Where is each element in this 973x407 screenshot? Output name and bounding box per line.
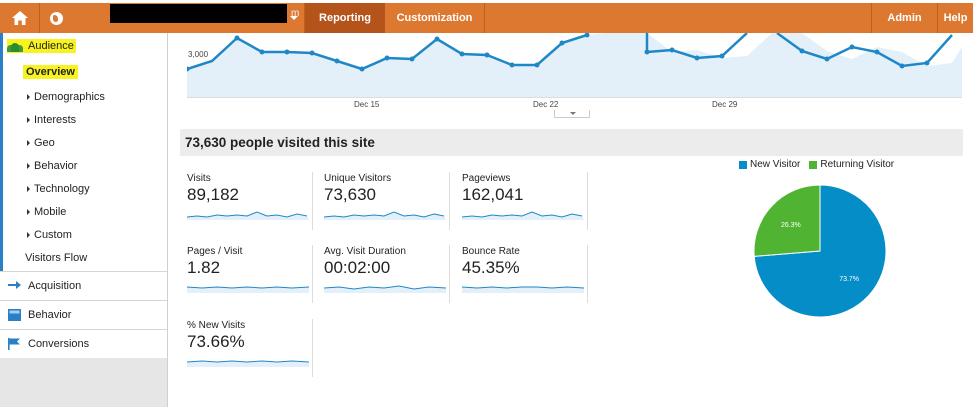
expand-arrow-icon (27, 140, 30, 146)
legend-swatch (809, 160, 818, 169)
sidebar-item-demographics[interactable]: Demographics (27, 91, 105, 103)
metric-value: 00:02:00 (324, 258, 391, 277)
home-icon (11, 11, 28, 25)
metric-value: 73.66% (187, 332, 245, 351)
legend-swatch (739, 160, 747, 169)
metric-value: 162,041 (462, 185, 524, 204)
metric-label: % New Visits (187, 320, 246, 331)
expand-arrow-icon (27, 186, 30, 192)
sidebar-item-label: Geo (34, 137, 55, 149)
pie-slice-label: 26.3% (781, 222, 801, 229)
account-selector[interactable]: m (40, 3, 305, 33)
metric-card-pageviews[interactable]: Pageviews 162,041 (460, 172, 588, 230)
metric-label: Bounce Rate (462, 246, 520, 257)
sidebar-item-conversions[interactable]: Conversions (0, 329, 167, 358)
top-nav-bar: m Reporting Customization Admin Help (0, 3, 973, 33)
x-tick-label: Dec 22 (533, 100, 559, 109)
sidebar-item-interests[interactable]: Interests (27, 114, 76, 126)
audience-icon (7, 40, 23, 52)
legend-item-returning-visitor[interactable]: Returning Visitor (809, 159, 894, 170)
visits-line-chart: 3,000 Dec 15 Dec 22 Dec 29 (187, 33, 962, 109)
sidebar-item-label: Acquisition (28, 280, 82, 292)
metric-card-unique-visitors[interactable]: Unique Visitors 73,630 (322, 172, 450, 230)
behavior-icon (8, 309, 21, 321)
sidebar-item-visitors-flow[interactable]: Visitors Flow (25, 252, 88, 264)
metric-value: 89,182 (187, 185, 239, 204)
pie-slice-returning-visitor[interactable] (753, 184, 821, 257)
globe-icon (50, 11, 63, 25)
metric-card-avg-visit-duration[interactable]: Avg. Visit Duration 00:02:00 (322, 245, 450, 303)
metric-label: Visits (187, 173, 211, 184)
sidebar-item-label: Behavior (28, 309, 72, 321)
sidebar-item-label: Technology (34, 183, 90, 195)
sidebar-item-technology[interactable]: Technology (27, 183, 90, 195)
sidebar-item-label: Custom (34, 229, 72, 241)
account-name-fragment: m (291, 8, 300, 19)
metric-label: Pages / Visit (187, 246, 243, 257)
x-tick-label: Dec 15 (354, 100, 380, 109)
metric-value: 45.35% (462, 258, 520, 277)
visits-line (776, 33, 953, 68)
metric-card-visits[interactable]: Visits 89,182 (185, 172, 313, 230)
metric-label: Avg. Visit Duration (324, 246, 406, 257)
x-tick-label: Dec 29 (712, 100, 738, 109)
sparkline (187, 286, 309, 293)
sidebar-item-label: Conversions (28, 338, 90, 350)
help-link[interactable]: Help (937, 3, 973, 33)
sidebar-item-geo[interactable]: Geo (27, 137, 55, 149)
legend-label: New Visitor (750, 159, 801, 170)
sparkline (187, 360, 309, 367)
visits-area (187, 33, 962, 97)
main-content: 3,000 Dec 15 Dec 22 Dec 29 73,630 people… (172, 33, 973, 407)
visits-line (645, 33, 748, 60)
y-tick-label: 3,000 (188, 50, 209, 59)
tab-customization[interactable]: Customization (385, 3, 485, 33)
redacted-account-name (110, 4, 287, 23)
sparkline (324, 211, 446, 220)
expand-arrow-icon (27, 117, 30, 123)
visitor-type-pie-chart: 73.7% 26.3% (753, 184, 887, 318)
chart-collapse-toggle[interactable] (554, 110, 590, 118)
acquisition-icon (8, 281, 21, 289)
expand-arrow-icon (27, 163, 30, 169)
metric-card-pages-per-visit[interactable]: Pages / Visit 1.82 (185, 245, 313, 303)
sparkline (187, 211, 309, 220)
legend-label: Returning Visitor (820, 159, 895, 170)
sparkline (462, 211, 584, 220)
metric-value: 73,630 (324, 185, 376, 204)
metric-value: 1.82 (187, 258, 221, 277)
sidebar: Audience Overview Demographics Interests… (0, 33, 168, 407)
home-button[interactable] (0, 3, 40, 33)
sidebar-item-behavior-section[interactable]: Behavior (0, 300, 167, 329)
flag-icon (8, 338, 20, 350)
metric-label: Unique Visitors (324, 173, 392, 184)
sidebar-item-acquisition[interactable]: Acquisition (0, 271, 167, 300)
sidebar-item-label: Interests (34, 114, 77, 126)
sidebar-item-audience[interactable]: Audience (7, 39, 76, 53)
metric-label: Pageviews (462, 173, 511, 184)
sidebar-item-custom[interactable]: Custom (27, 229, 72, 241)
legend-item-new-visitor[interactable]: New Visitor (739, 159, 800, 170)
sidebar-item-label: Demographics (34, 91, 105, 103)
metric-card-new-visits[interactable]: % New Visits 73.66% (185, 319, 313, 377)
sidebar-item-label: Audience (28, 40, 74, 52)
sidebar-item-behavior[interactable]: Behavior (27, 160, 77, 172)
summary-headline: 73,630 people visited this site (180, 129, 963, 156)
sparkline (462, 286, 584, 293)
sparkline (324, 285, 446, 293)
pie-slice-label: 73.7% (839, 276, 859, 283)
expand-arrow-icon (27, 232, 30, 238)
expand-arrow-icon (27, 209, 30, 215)
sidebar-item-mobile[interactable]: Mobile (27, 206, 66, 218)
chevron-down-icon[interactable] (290, 16, 298, 20)
admin-link[interactable]: Admin (871, 3, 937, 33)
audience-section: Audience Overview Demographics Interests… (0, 33, 167, 271)
pie-legend: New Visitor Returning Visitor (739, 159, 903, 170)
sidebar-item-label: Behavior (34, 160, 78, 172)
tab-reporting[interactable]: Reporting (305, 3, 385, 33)
expand-arrow-icon (27, 94, 30, 100)
sidebar-item-label: Mobile (34, 206, 67, 218)
metric-card-bounce-rate[interactable]: Bounce Rate 45.35% (460, 245, 588, 303)
sidebar-item-overview[interactable]: Overview (23, 65, 78, 79)
